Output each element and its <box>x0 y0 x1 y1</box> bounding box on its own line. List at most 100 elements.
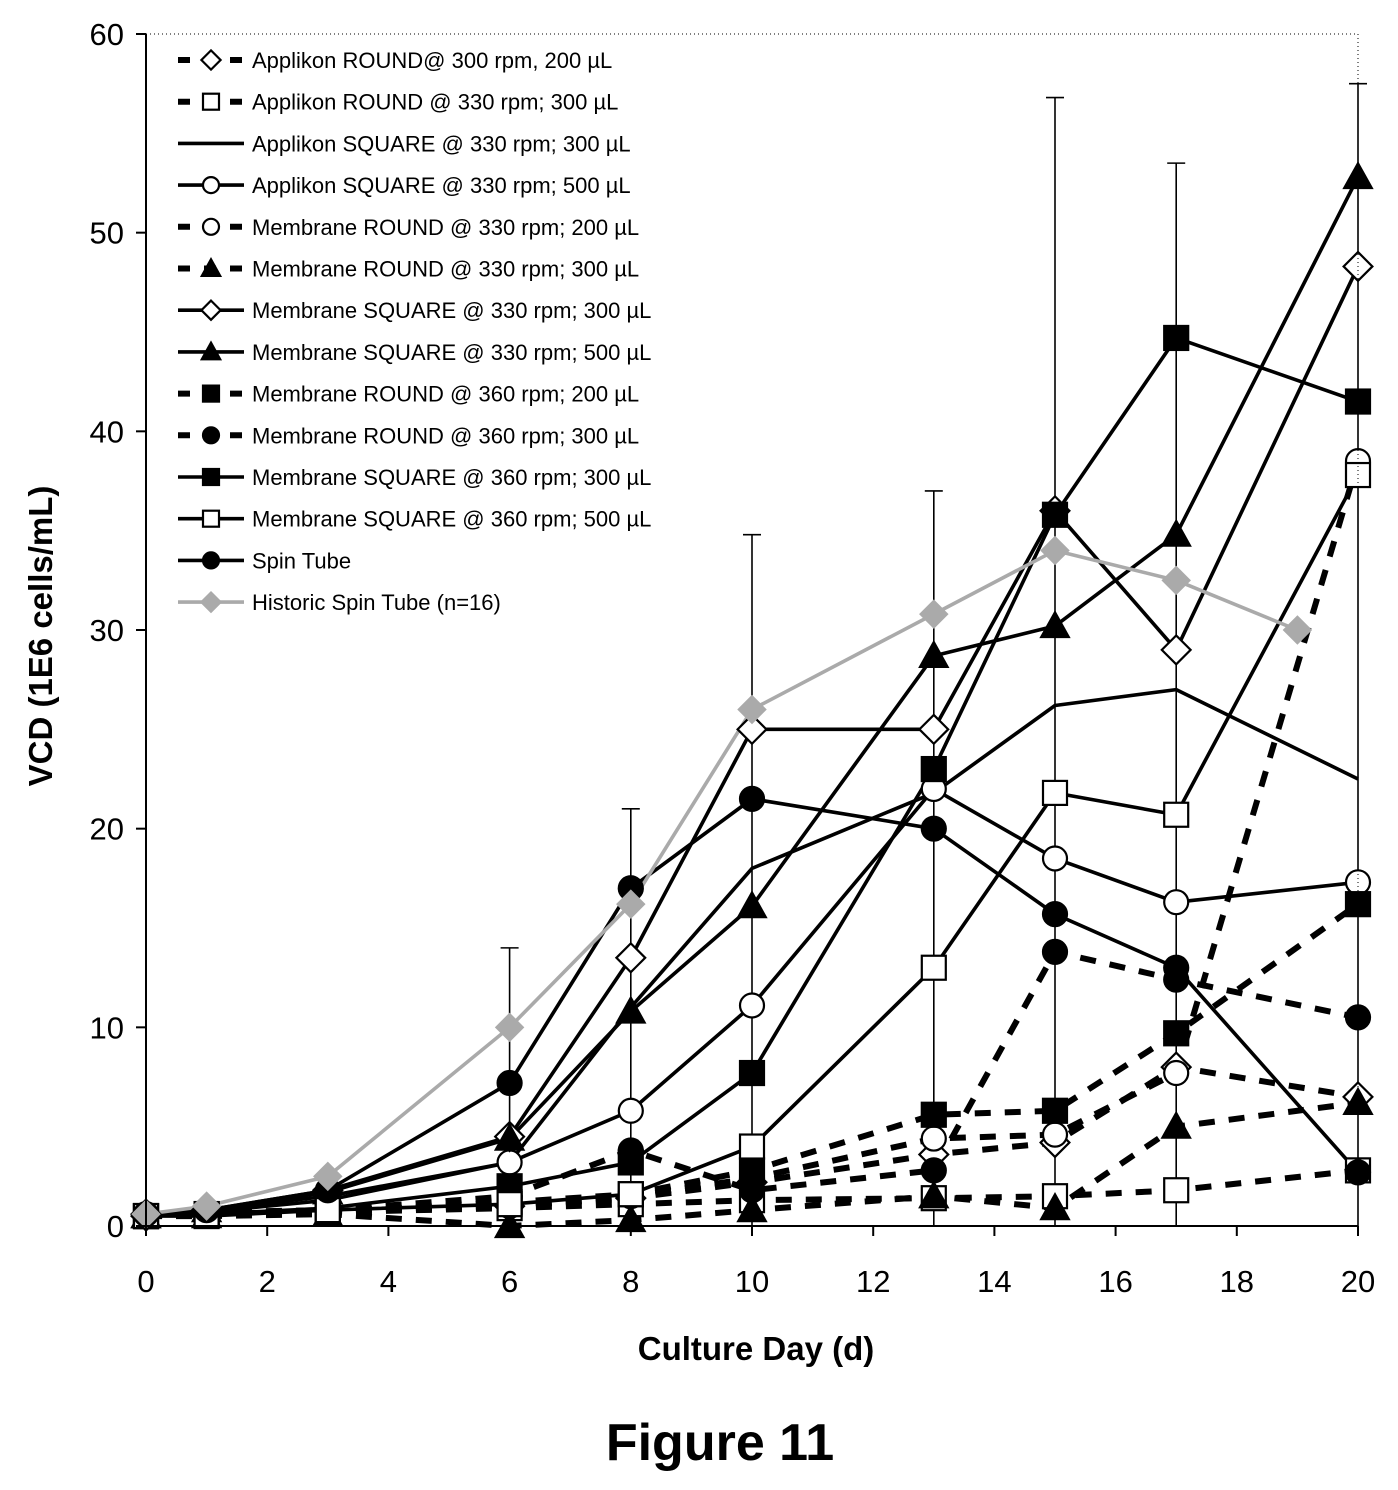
data-point-applikon-square-330-rpm-500-l <box>496 1149 523 1176</box>
legend-label: Membrane ROUND @ 330 rpm; 300 µL <box>252 257 639 282</box>
data-point-historic-spin-tube-n-16 <box>1282 615 1313 645</box>
x-tick-label: 4 <box>380 1264 397 1299</box>
x-tick-label: 14 <box>977 1264 1011 1299</box>
legend-label: Applikon ROUND@ 300 rpm, 200 µL <box>252 48 612 73</box>
legend-label: Applikon SQUARE @ 330 rpm; 500 µL <box>252 173 631 198</box>
data-point-membrane-round-360-rpm-300-l <box>738 1177 766 1204</box>
data-point-historic-spin-tube-n-16 <box>494 1012 525 1043</box>
legend-item-historic-spin-tube-n-16: Historic Spin Tube (n=16) <box>178 590 501 615</box>
legend-label: Membrane ROUND @ 360 rpm; 300 µL <box>252 423 639 448</box>
data-point-membrane-square-330-rpm-500-l <box>493 1122 526 1151</box>
legend-item-membrane-square-330-rpm-300-l: Membrane SQUARE @ 330 rpm; 300 µL <box>178 298 651 323</box>
series-line-membrane-square-360-rpm-500-l <box>146 474 1360 1218</box>
legend-swatch-marker <box>201 426 221 445</box>
data-point-membrane-square-330-rpm-300-l <box>736 713 768 746</box>
data-point-membrane-round-330-rpm-300-l <box>1160 1110 1192 1139</box>
legend-label: Membrane ROUND @ 330 rpm; 200 µL <box>252 215 639 240</box>
data-point-membrane-square-330-rpm-500-l <box>1342 160 1374 190</box>
data-point-membrane-round-330-rpm-300-l <box>736 1194 768 1223</box>
data-point-membrane-square-360-rpm-300-l <box>920 755 947 783</box>
legend-label: Membrane ROUND @ 360 rpm; 200 µL <box>252 382 639 407</box>
data-point-spin-tube <box>1041 900 1069 928</box>
legend-label: Membrane SQUARE @ 330 rpm; 300 µL <box>252 298 651 323</box>
data-point-membrane-square-360-rpm-500-l <box>1163 801 1190 828</box>
data-point-membrane-square-360-rpm-300-l <box>1344 388 1372 415</box>
series-line-applikon-square-330-rpm-500-l <box>145 787 1359 1218</box>
y-tick-label: 50 <box>90 216 124 251</box>
y-tick-label: 30 <box>90 613 124 648</box>
x-tick-label: 6 <box>501 1264 518 1299</box>
legend-swatch-marker <box>201 384 221 403</box>
data-point-spin-tube <box>1344 1159 1372 1186</box>
x-tick-label: 8 <box>622 1264 639 1299</box>
legend-swatch-marker <box>199 48 223 72</box>
data-point-membrane-round-360-rpm-300-l <box>1041 938 1069 965</box>
legend-item-applikon-round-300-rpm-200-l: Applikon ROUND@ 300 rpm, 200 µL <box>178 48 612 73</box>
series-line-applikon-square-330-rpm-300-l <box>145 687 1359 1218</box>
data-point-applikon-square-330-rpm-500-l <box>738 992 766 1019</box>
data-point-membrane-round-360-rpm-200-l <box>1344 891 1372 918</box>
data-point-membrane-round-360-rpm-200-l <box>1163 1020 1190 1047</box>
data-point-spin-tube <box>920 815 947 842</box>
data-point-membrane-round-330-rpm-300-l <box>1039 1192 1071 1221</box>
data-point-membrane-square-360-rpm-500-l <box>617 1181 644 1208</box>
legend-label: Membrane SQUARE @ 360 rpm; 500 µL <box>252 507 651 532</box>
data-point-membrane-square-330-rpm-300-l <box>614 941 647 974</box>
legend-item-applikon-square-330-rpm-500-l: Applikon SQUARE @ 330 rpm; 500 µL <box>178 173 631 198</box>
data-point-membrane-square-360-rpm-500-l <box>920 954 947 981</box>
figure-caption: Figure 11 <box>606 1414 834 1472</box>
series-line-historic-spin-tube-n-16 <box>145 548 1299 1216</box>
data-point-historic-spin-tube-n-16 <box>616 889 646 919</box>
series-line-membrane-square-360-rpm-300-l <box>145 336 1359 1218</box>
x-axis-title: Culture Day (d) <box>638 1330 875 1367</box>
data-point-applikon-square-330-rpm-500-l <box>1041 845 1069 872</box>
y-tick-label: 40 <box>90 414 124 449</box>
legend-item-membrane-round-360-rpm-300-l: Membrane ROUND @ 360 rpm; 300 µL <box>178 423 639 448</box>
legend-swatch-marker <box>201 551 221 570</box>
legend-item-applikon-square-330-rpm-300-l: Applikon SQUARE @ 330 rpm; 300 µL <box>178 131 631 156</box>
legend-swatch-marker <box>201 92 221 111</box>
data-point-membrane-round-360-rpm-300-l <box>920 1157 947 1184</box>
data-point-applikon-round-330-rpm-300-l <box>1163 1177 1190 1204</box>
legend-item-applikon-round-330-rpm-300-l: Applikon ROUND @ 330 rpm; 300 µL <box>178 90 618 115</box>
data-point-membrane-round-360-rpm-200-l <box>920 1101 947 1128</box>
data-point-membrane-square-360-rpm-500-l <box>738 1133 766 1160</box>
series-lines <box>145 176 1361 1229</box>
legend-label: Membrane SQUARE @ 330 rpm; 500 µL <box>252 340 651 365</box>
data-point-membrane-square-330-rpm-300-l <box>1160 633 1193 666</box>
data-point-spin-tube <box>496 1069 523 1097</box>
legend-label: Applikon ROUND @ 330 rpm; 300 µL <box>252 90 618 115</box>
legend-swatch-marker <box>199 299 223 322</box>
data-point-membrane-round-330-rpm-300-l <box>1342 1086 1374 1115</box>
data-point-membrane-square-360-rpm-300-l <box>1041 501 1069 528</box>
legend-label: Spin Tube <box>252 548 351 573</box>
data-point-membrane-round-330-rpm-300-l <box>493 1209 526 1239</box>
data-point-membrane-square-360-rpm-500-l <box>1041 779 1069 807</box>
x-tick-label: 2 <box>259 1264 276 1299</box>
legend-label: Membrane SQUARE @ 360 rpm; 300 µL <box>252 465 651 490</box>
data-point-membrane-square-330-rpm-500-l <box>736 890 768 919</box>
legend-label: Historic Spin Tube (n=16) <box>252 590 501 615</box>
data-point-membrane-round-330-rpm-200-l <box>1041 1121 1069 1148</box>
x-tick-label: 12 <box>856 1264 890 1299</box>
data-point-membrane-square-360-rpm-500-l <box>496 1191 523 1218</box>
data-point-membrane-square-360-rpm-300-l <box>617 1149 644 1176</box>
y-tick-label: 20 <box>90 812 124 847</box>
legend-swatch-marker <box>199 590 223 614</box>
legend-swatch-marker <box>201 509 221 528</box>
legend: Applikon ROUND@ 300 rpm, 200 µL Applikon … <box>160 38 720 628</box>
y-tick-label: 10 <box>90 1010 124 1045</box>
data-point-historic-spin-tube-n-16 <box>737 694 767 725</box>
y-tick-label: 0 <box>107 1209 124 1244</box>
legend-item-membrane-square-360-rpm-300-l: Membrane SQUARE @ 360 rpm; 300 µL <box>178 465 651 490</box>
data-point-historic-spin-tube-n-16 <box>191 1191 222 1221</box>
legend-item-membrane-square-330-rpm-500-l: Membrane SQUARE @ 330 rpm; 500 µL <box>178 340 651 365</box>
data-point-applikon-square-330-rpm-500-l <box>1163 889 1190 916</box>
data-point-membrane-square-360-rpm-300-l <box>738 1059 766 1087</box>
data-point-applikon-square-330-rpm-500-l <box>617 1097 644 1124</box>
x-tick-label: 18 <box>1220 1264 1254 1299</box>
data-point-historic-spin-tube-n-16 <box>1161 565 1191 596</box>
x-tick-label: 20 <box>1341 1264 1375 1299</box>
data-point-membrane-round-330-rpm-200-l <box>920 1125 947 1152</box>
data-point-historic-spin-tube-n-16 <box>313 1161 343 1192</box>
